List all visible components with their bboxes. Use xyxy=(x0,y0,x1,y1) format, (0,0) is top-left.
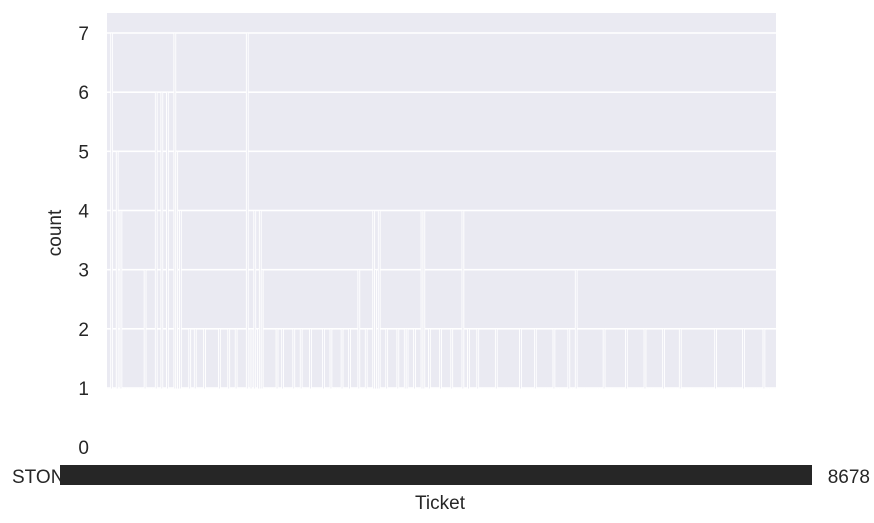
bar xyxy=(413,328,416,390)
bar xyxy=(714,328,717,390)
bar xyxy=(476,328,480,390)
bar xyxy=(193,328,197,390)
bar xyxy=(119,210,123,390)
y-tick-label: 1 xyxy=(78,379,89,400)
bar xyxy=(533,328,537,390)
bar xyxy=(203,328,206,390)
bar xyxy=(188,328,192,390)
bar xyxy=(299,328,303,390)
bar xyxy=(275,328,279,390)
bar xyxy=(110,32,114,390)
bar xyxy=(143,269,147,390)
bar xyxy=(348,328,351,390)
bar xyxy=(439,328,442,390)
bar xyxy=(773,387,777,390)
bar xyxy=(574,269,578,390)
bar xyxy=(567,328,571,390)
bar xyxy=(234,328,238,390)
bar xyxy=(552,328,556,390)
bar xyxy=(249,328,253,390)
bar xyxy=(662,328,665,390)
bar xyxy=(602,328,606,390)
x-tick-label-last: 8678 xyxy=(828,467,870,488)
bar xyxy=(218,328,221,390)
bar xyxy=(422,210,426,390)
bar xyxy=(428,328,431,390)
bar xyxy=(396,328,400,390)
bar xyxy=(364,328,368,390)
bar xyxy=(385,328,389,390)
bar xyxy=(260,269,264,390)
bar xyxy=(405,328,409,390)
bar xyxy=(450,328,454,390)
bar xyxy=(625,328,628,390)
bar xyxy=(643,328,647,390)
bar xyxy=(742,328,745,390)
bar xyxy=(329,328,333,390)
bar xyxy=(357,269,361,390)
bar xyxy=(154,91,158,390)
x-tick-label-band xyxy=(60,465,812,485)
bar xyxy=(115,150,119,390)
y-tick-label: 7 xyxy=(78,24,89,45)
x-axis-label: Ticket xyxy=(415,493,466,514)
bar xyxy=(292,328,296,390)
bar xyxy=(179,210,182,390)
bar xyxy=(467,328,470,390)
plot-background xyxy=(107,13,776,389)
y-tick-label: 2 xyxy=(78,320,89,341)
y-tick-label: 5 xyxy=(78,142,89,163)
bar xyxy=(245,32,249,390)
bar xyxy=(253,210,257,390)
bars xyxy=(106,32,777,390)
bar xyxy=(678,328,682,390)
x-tick-label-first: STON xyxy=(12,467,64,488)
bar xyxy=(175,150,179,390)
y-axis-label: count xyxy=(45,209,66,256)
bar xyxy=(309,328,312,390)
y-tick-label: 6 xyxy=(78,83,89,104)
y-tick-label: 3 xyxy=(78,261,89,282)
x-tick-labels: STON 8678 xyxy=(12,465,870,488)
bar xyxy=(281,328,284,390)
bar xyxy=(494,328,498,390)
y-tick-label: 4 xyxy=(78,202,89,223)
bar xyxy=(519,328,522,390)
bar xyxy=(762,328,766,390)
y-tick-labels: 0 1 2 3 4 5 6 7 xyxy=(78,24,89,459)
bar xyxy=(322,328,325,390)
bar xyxy=(461,210,465,390)
bar xyxy=(166,91,169,390)
bar xyxy=(160,91,164,390)
y-tick-label: 0 xyxy=(78,438,89,459)
bar xyxy=(340,328,344,390)
bar xyxy=(227,328,231,390)
bar xyxy=(377,210,381,390)
